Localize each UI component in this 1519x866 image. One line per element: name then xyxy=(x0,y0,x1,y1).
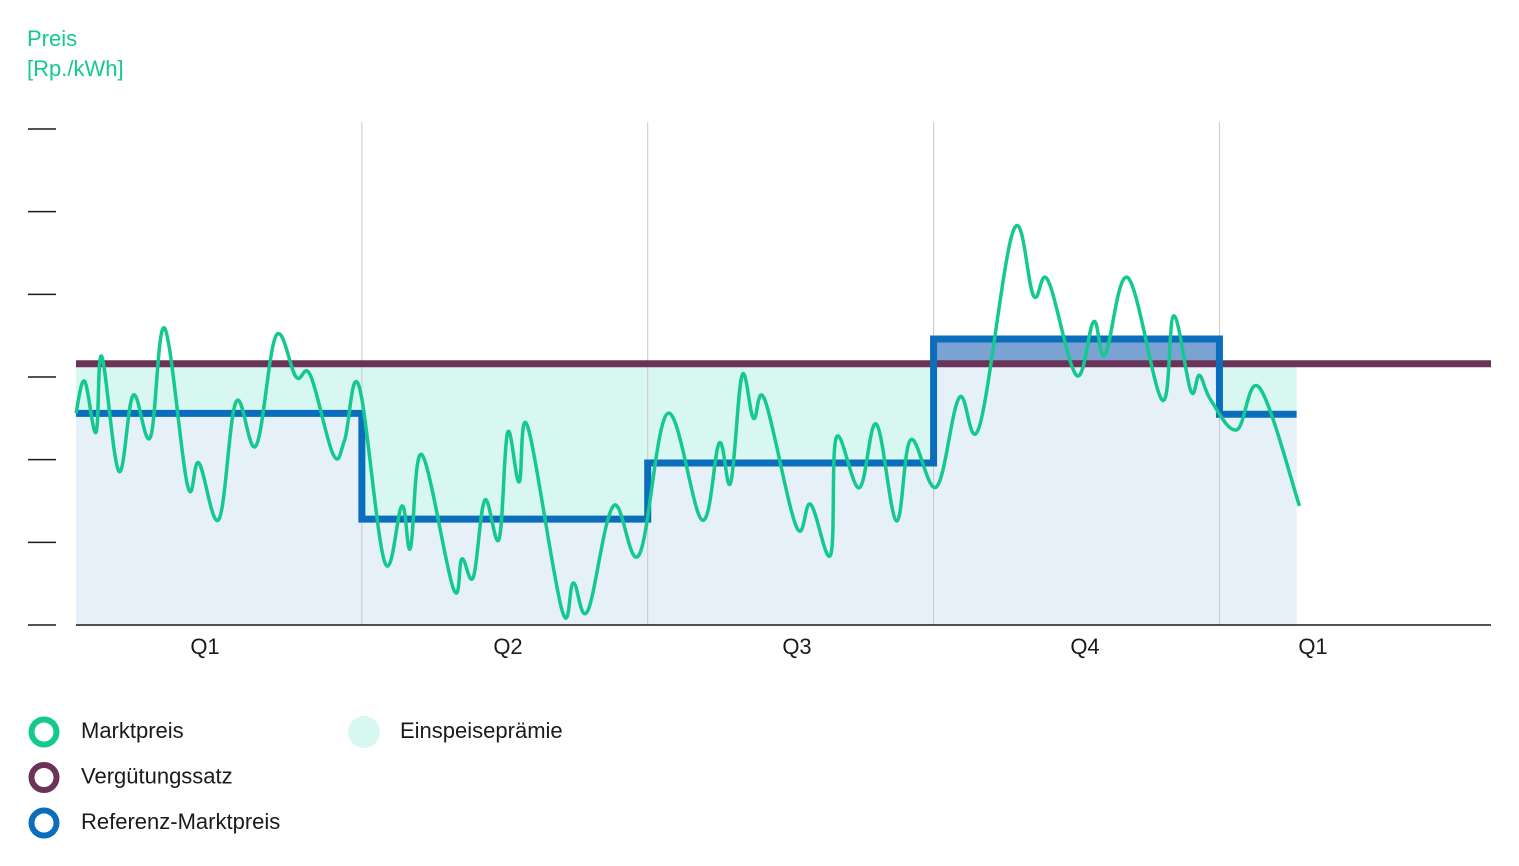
legend-label: Marktpreis xyxy=(81,718,184,743)
x-tick-label: Q1 xyxy=(1298,634,1327,659)
series-line xyxy=(76,335,1297,523)
legend-marker xyxy=(28,762,60,793)
premium-area xyxy=(1219,363,1297,415)
y-axis-label: Preis xyxy=(27,26,77,51)
x-tick-label: Q2 xyxy=(493,634,522,659)
x-tick-label: Q4 xyxy=(1070,634,1099,659)
premium-area xyxy=(647,363,934,463)
x-tick-label: Q1 xyxy=(190,634,219,659)
legend-label: Einspeiseprämie xyxy=(400,718,563,743)
legend-marker xyxy=(28,807,60,839)
legend-label: Vergütungssatz xyxy=(81,763,233,788)
legend-marker xyxy=(28,716,60,748)
excess-area xyxy=(933,338,1220,364)
y-axis-label: [Rp./kWh] xyxy=(27,56,124,81)
legend-label: Referenz-Marktpreis xyxy=(81,809,280,834)
x-tick-label: Q3 xyxy=(782,634,811,659)
legend-marker xyxy=(348,716,380,748)
series-line xyxy=(74,224,1302,620)
